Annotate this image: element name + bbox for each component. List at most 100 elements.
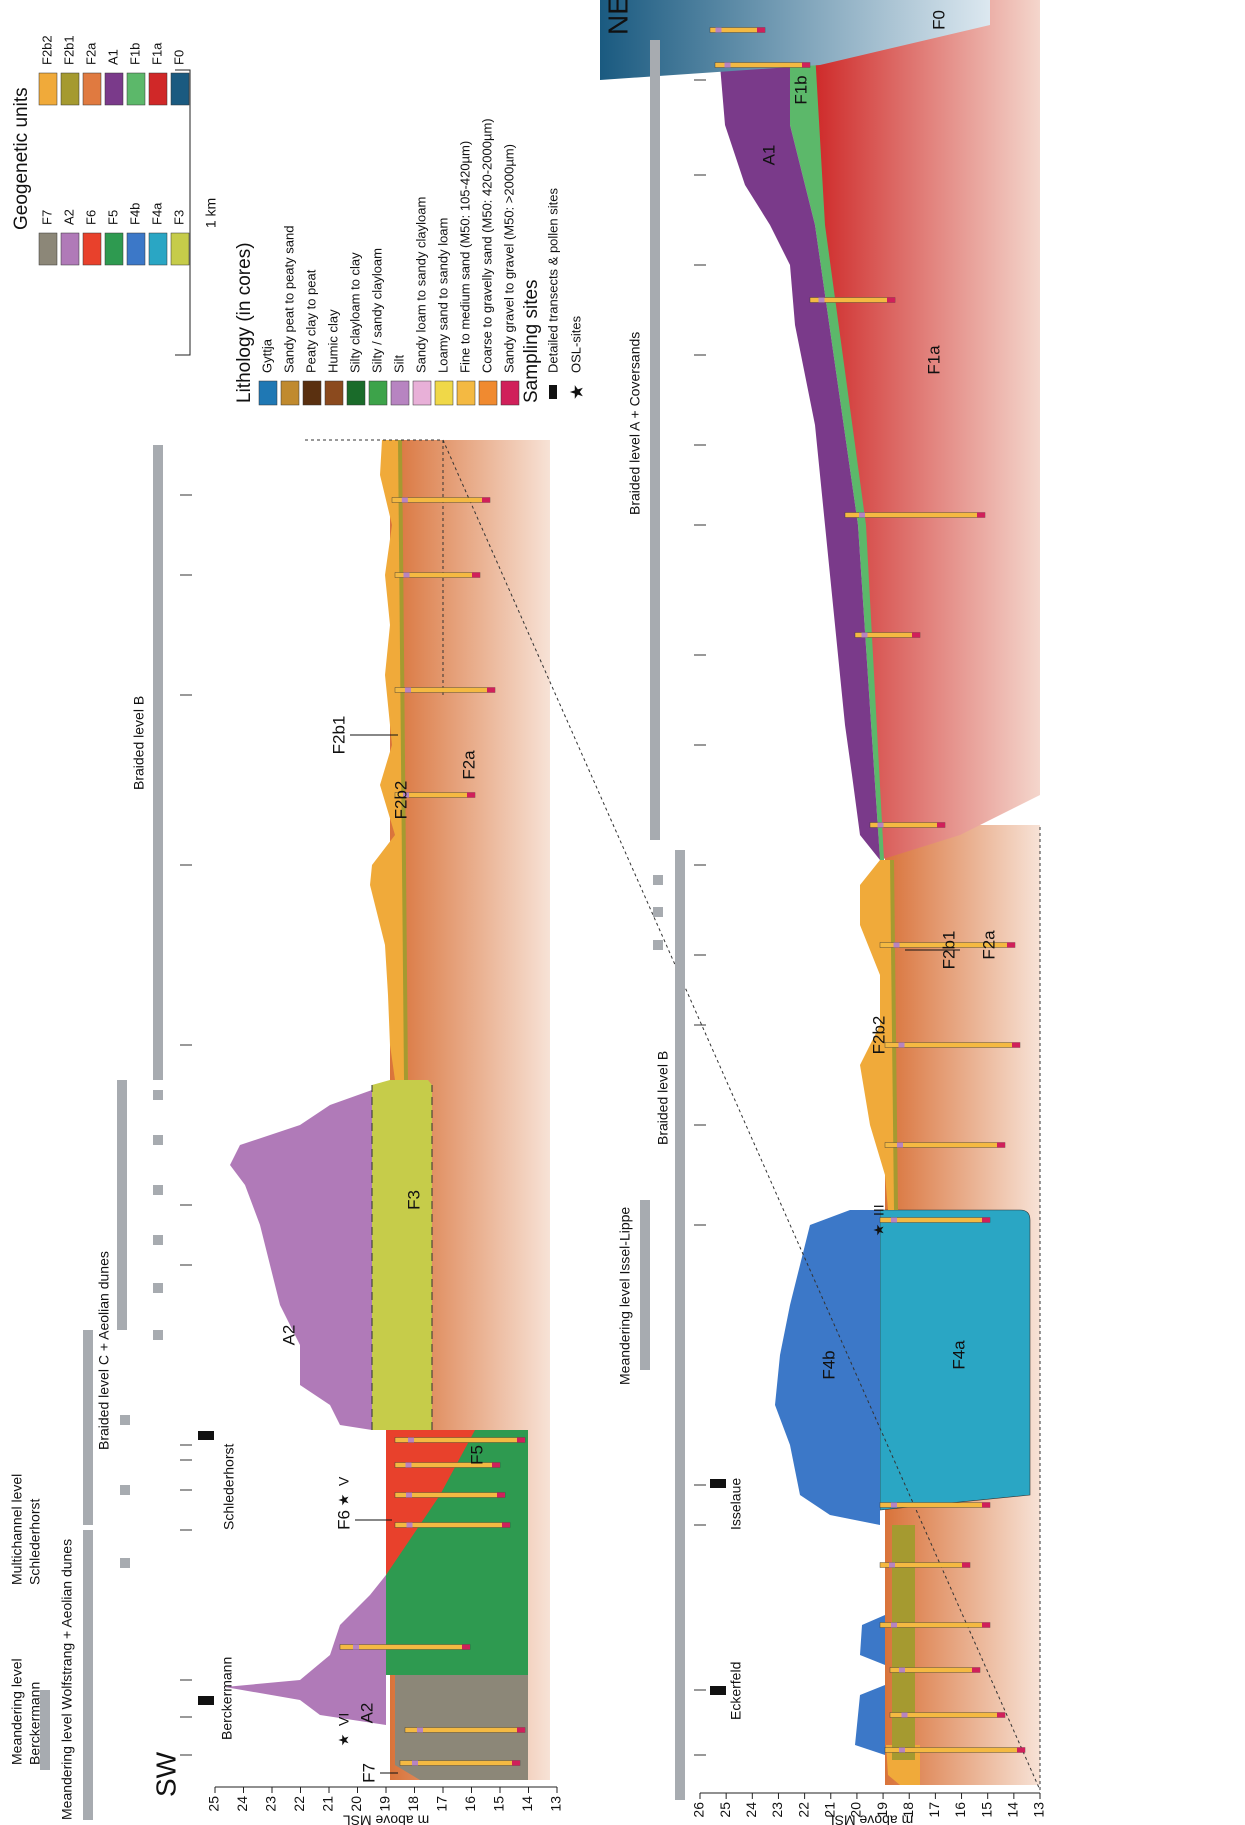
legend-swatch xyxy=(126,232,146,266)
unit-a2 xyxy=(230,1090,372,1430)
unit-label: A2 xyxy=(279,1325,298,1346)
legend-swatch xyxy=(456,380,476,406)
legend-swatch xyxy=(346,380,366,406)
level-bar xyxy=(640,1200,650,1370)
legend-label: F2b2 xyxy=(39,35,54,65)
core-band xyxy=(899,1667,905,1673)
core-band xyxy=(492,1462,500,1468)
unit-f1a xyxy=(800,0,1040,860)
core-band xyxy=(472,572,480,578)
core-band xyxy=(818,297,825,303)
core-band xyxy=(937,822,945,828)
y-tick-label: 14 xyxy=(1005,1802,1021,1818)
y-tick-label: 15 xyxy=(978,1802,994,1818)
level-label: Berckermann xyxy=(27,1682,43,1765)
core xyxy=(884,1042,1021,1048)
level-bar xyxy=(675,850,685,1800)
frame-dashed xyxy=(305,439,1041,1791)
y-tick-label: 25 xyxy=(717,1802,733,1818)
legend-swatch xyxy=(302,380,322,406)
legend-swatch xyxy=(280,380,300,406)
unit-a1 xyxy=(712,0,880,860)
legend-swatch xyxy=(500,380,520,406)
level-bar xyxy=(650,40,660,840)
y-tick-label: 21 xyxy=(320,1796,336,1812)
core-band xyxy=(901,1712,908,1718)
unit-f2b2 xyxy=(370,440,408,1080)
unit-label: F7 xyxy=(359,1763,378,1783)
legend-label: Gyttja xyxy=(259,338,274,373)
unit-label: F2a xyxy=(979,930,998,960)
core-band xyxy=(406,1492,412,1498)
legend-label: F1a xyxy=(149,42,164,65)
level-label: Braided level B xyxy=(655,1051,671,1145)
core-band xyxy=(982,1217,990,1223)
y-tick-label: 14 xyxy=(519,1796,535,1812)
level-bar xyxy=(83,1530,93,1820)
y-tick-label: 23 xyxy=(769,1802,785,1818)
unit-f3 xyxy=(372,1080,432,1430)
osl-star: ★ xyxy=(336,1734,352,1747)
site-marker xyxy=(198,1431,214,1440)
y-tick-label: 22 xyxy=(291,1796,307,1812)
core-band xyxy=(467,792,475,798)
core-band xyxy=(861,632,868,638)
level-square xyxy=(653,875,663,885)
level-square xyxy=(153,1235,163,1245)
unit-f0 xyxy=(600,0,990,80)
legend-swatch xyxy=(324,380,344,406)
core-band xyxy=(406,1522,413,1528)
core-band xyxy=(802,62,810,68)
unit-label: A2 xyxy=(357,1703,376,1724)
unit-label: A1 xyxy=(759,145,778,166)
y-tick-label: 21 xyxy=(821,1802,837,1818)
legend-swatch xyxy=(104,232,124,266)
legend-swatch xyxy=(478,380,498,406)
level-square xyxy=(653,907,663,917)
core xyxy=(844,512,986,518)
y-tick-label: 24 xyxy=(743,1802,759,1818)
unit-label: F2b1 xyxy=(329,716,348,755)
legend-swatch xyxy=(60,72,80,106)
core-band xyxy=(405,1462,412,1468)
legend-label: F4a xyxy=(149,202,164,225)
core-band xyxy=(517,1437,525,1443)
unit-label: F4b xyxy=(819,1350,838,1379)
legend-label: Sandy gravel to gravel (M50: >2000µm) xyxy=(501,144,516,373)
core-band xyxy=(482,497,490,503)
site-label: Eckerfeld xyxy=(728,1662,744,1720)
core-band xyxy=(997,1142,1005,1148)
legend-swatch xyxy=(38,232,58,266)
site-label: Isselaue xyxy=(728,1478,744,1530)
legend-label: OSL-sites xyxy=(568,315,583,373)
level-label: Braided level B xyxy=(131,696,147,790)
core-band xyxy=(1017,1747,1025,1753)
scale-bar xyxy=(175,69,191,356)
y-tick-label: 19 xyxy=(377,1796,393,1812)
legend-swatch xyxy=(170,72,190,106)
level-bar xyxy=(153,445,163,1080)
core-band xyxy=(403,792,409,798)
level-label: Meandering level Issel-Lippe xyxy=(617,1207,633,1385)
legend-label: Sandy peat to peaty sand xyxy=(281,226,296,373)
core xyxy=(394,1437,526,1443)
core-band xyxy=(962,1562,970,1568)
y-tick-label: 19 xyxy=(874,1802,890,1818)
core-band xyxy=(891,1622,897,1628)
unit-label: F6 xyxy=(334,1510,353,1530)
core-band xyxy=(401,497,408,503)
y-tick-label: 26 xyxy=(691,1802,707,1818)
y-tick-label: 13 xyxy=(1031,1802,1047,1818)
core-band xyxy=(891,1217,897,1223)
legend-swatch xyxy=(412,380,432,406)
direction: SW xyxy=(150,1751,181,1797)
core xyxy=(339,1644,471,1650)
legend-swatch xyxy=(60,232,80,266)
core-band xyxy=(724,62,731,68)
y-tick-label: 22 xyxy=(795,1802,811,1818)
core-band xyxy=(497,1492,505,1498)
osl-label: V xyxy=(336,1476,352,1486)
legend-label: Silty / sandy clayloam xyxy=(369,248,384,373)
unit-f2b1 xyxy=(890,859,898,1211)
core-band xyxy=(889,1562,895,1568)
